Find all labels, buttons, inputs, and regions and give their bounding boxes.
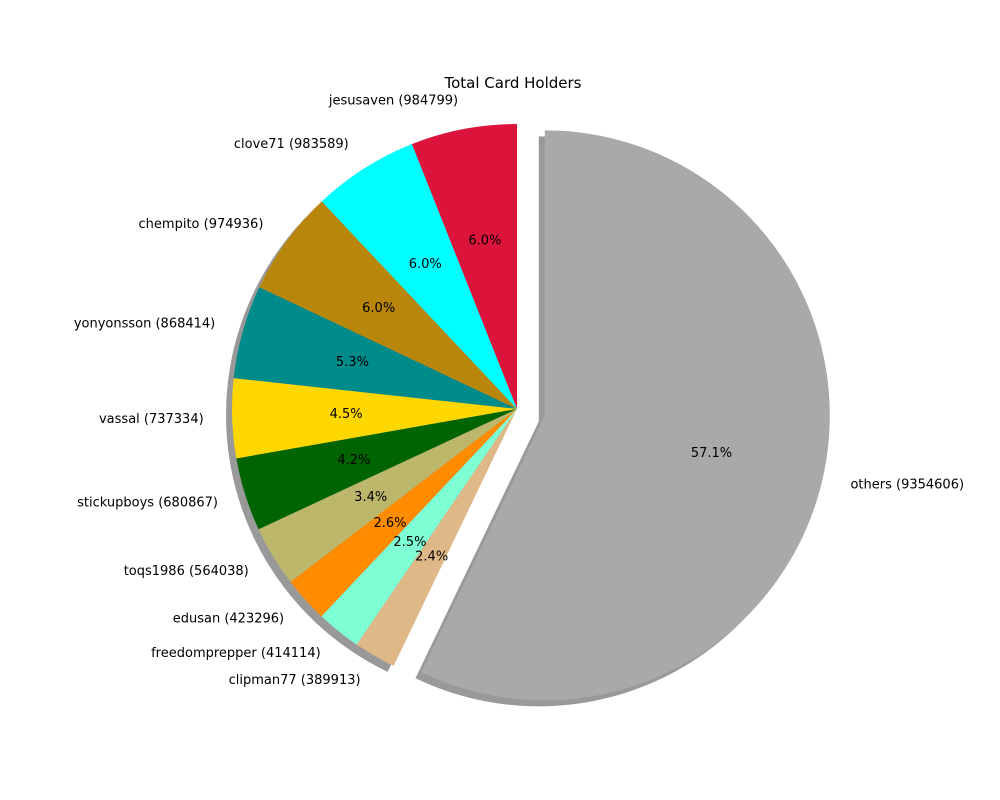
- slice-label-clipman77: clipman77 (389913): [229, 673, 361, 688]
- slice-edusan: [290, 409, 517, 617]
- pct-label-freedomprepper: 2.5%: [393, 535, 426, 550]
- pct-label-toqs1986: 3.4%: [354, 490, 387, 505]
- pct-label-others: 57.1%: [691, 446, 732, 461]
- slice-jesusaven: [411, 124, 517, 409]
- slice-label-edusan: edusan (423296): [173, 611, 284, 626]
- slice-clipman77: [356, 409, 517, 666]
- slice-freedomprepper: [321, 409, 517, 645]
- slice-label-clove71: clove71 (983589): [234, 137, 349, 152]
- pct-label-edusan: 2.6%: [373, 516, 406, 531]
- slice-label-others: others (9354606): [850, 477, 964, 492]
- slice-toqs1986: [258, 409, 517, 582]
- slice-yonyonsson: [233, 287, 518, 409]
- pct-label-yonyonsson: 5.3%: [336, 355, 369, 370]
- slice-stickupboys: [236, 409, 517, 530]
- slice-label-vassal: vassal (737334): [99, 412, 204, 427]
- slice-others: [421, 130, 830, 701]
- pct-label-clipman77: 2.4%: [415, 550, 448, 565]
- slice-label-yonyonsson: yonyonsson (868414): [74, 316, 215, 331]
- slice-label-freedomprepper: freedomprepper (414114): [151, 646, 321, 661]
- slice-vassal: [232, 378, 517, 459]
- slice-label-toqs1986: toqs1986 (564038): [124, 564, 249, 579]
- slice-chempito: [259, 201, 517, 409]
- pct-label-stickupboys: 4.2%: [337, 453, 370, 468]
- pct-label-chempito: 6.0%: [362, 301, 395, 316]
- pct-label-clove71: 6.0%: [409, 257, 442, 272]
- slice-labels: jesusaven (984799) clove71 (983589) chempi…: [74, 94, 964, 689]
- chart-title: Total Card Holders: [443, 74, 581, 92]
- percent-labels: 6.0% 6.0% 6.0% 5.3% 4.5% 4.2% 3.4% 2.6% 2.5%2.4%…: [330, 234, 733, 565]
- pct-label-vassal: 4.5%: [330, 407, 363, 422]
- slice-label-chempito: chempito (974936): [139, 217, 264, 232]
- slice-label-jesusaven: jesusaven (984799): [328, 94, 458, 109]
- pct-label-jesusaven: 6.0%: [468, 234, 501, 249]
- slice-clove71: [321, 144, 517, 409]
- pie-slices: [232, 124, 830, 701]
- slice-label-stickupboys: stickupboys (680867): [77, 496, 218, 511]
